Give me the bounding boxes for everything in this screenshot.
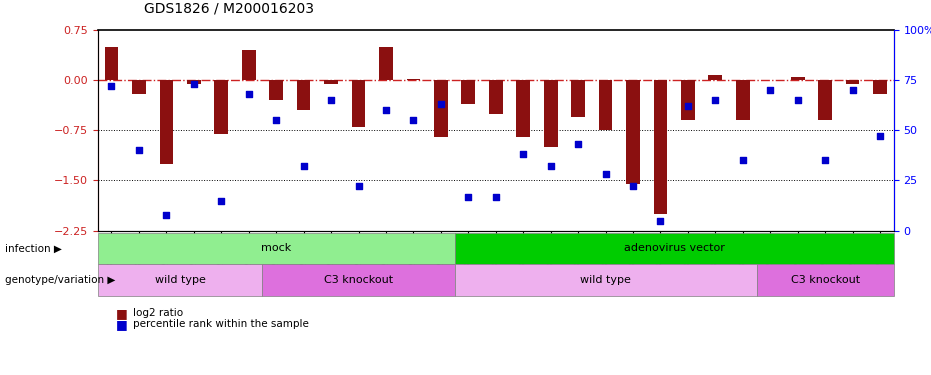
Text: percentile rank within the sample: percentile rank within the sample xyxy=(133,320,309,329)
Point xyxy=(626,183,641,189)
Text: infection ▶: infection ▶ xyxy=(5,243,61,254)
Text: ■: ■ xyxy=(116,318,132,331)
Point xyxy=(324,97,339,103)
Point xyxy=(159,211,174,217)
Point xyxy=(131,147,146,153)
Bar xyxy=(818,80,832,120)
Bar xyxy=(187,80,201,84)
Bar xyxy=(873,80,887,93)
Point xyxy=(653,217,668,223)
Point xyxy=(571,141,586,147)
Text: ■: ■ xyxy=(116,307,132,320)
Point xyxy=(845,87,860,93)
Point xyxy=(817,158,832,164)
Point xyxy=(104,83,119,89)
Bar xyxy=(407,79,420,80)
Text: adenovirus vector: adenovirus vector xyxy=(624,243,724,254)
Bar xyxy=(379,47,393,80)
Text: C3 knockout: C3 knockout xyxy=(324,275,393,285)
Text: genotype/variation ▶: genotype/variation ▶ xyxy=(5,275,115,285)
Point xyxy=(762,87,777,93)
Bar xyxy=(654,80,668,214)
Bar xyxy=(132,80,146,93)
Text: GDS1826 / M200016203: GDS1826 / M200016203 xyxy=(144,1,315,15)
Point xyxy=(516,152,531,157)
Bar xyxy=(104,47,118,80)
Point xyxy=(735,158,750,164)
Point xyxy=(406,117,421,123)
Point xyxy=(681,103,695,109)
Bar xyxy=(242,50,256,80)
Bar xyxy=(324,80,338,84)
Point xyxy=(434,101,449,107)
Bar xyxy=(434,80,448,137)
Bar xyxy=(681,80,695,120)
Text: C3 knockout: C3 knockout xyxy=(790,275,859,285)
Point xyxy=(186,81,201,87)
Bar xyxy=(297,80,310,110)
Bar xyxy=(462,80,475,104)
Bar xyxy=(845,80,859,84)
Point xyxy=(214,198,229,204)
Bar xyxy=(159,80,173,164)
Bar xyxy=(214,80,228,134)
Bar xyxy=(269,80,283,100)
Point xyxy=(351,183,366,189)
Point xyxy=(296,164,311,170)
Bar xyxy=(517,80,530,137)
Bar xyxy=(790,77,804,80)
Point xyxy=(872,134,887,140)
Point xyxy=(269,117,284,123)
Bar xyxy=(572,80,585,117)
Bar xyxy=(352,80,365,127)
Text: wild type: wild type xyxy=(580,275,631,285)
Bar xyxy=(544,80,558,147)
Point xyxy=(379,107,394,113)
Bar xyxy=(599,80,613,130)
Point xyxy=(543,164,558,170)
Point xyxy=(790,97,805,103)
Point xyxy=(241,91,256,97)
Text: mock: mock xyxy=(261,243,291,254)
Point xyxy=(461,194,476,200)
Bar xyxy=(627,80,640,184)
Bar xyxy=(735,80,749,120)
Bar xyxy=(708,75,722,80)
Point xyxy=(489,194,504,200)
Point xyxy=(708,97,722,103)
Bar xyxy=(489,80,503,114)
Text: wild type: wild type xyxy=(155,275,206,285)
Point xyxy=(598,171,613,177)
Text: log2 ratio: log2 ratio xyxy=(133,308,183,318)
